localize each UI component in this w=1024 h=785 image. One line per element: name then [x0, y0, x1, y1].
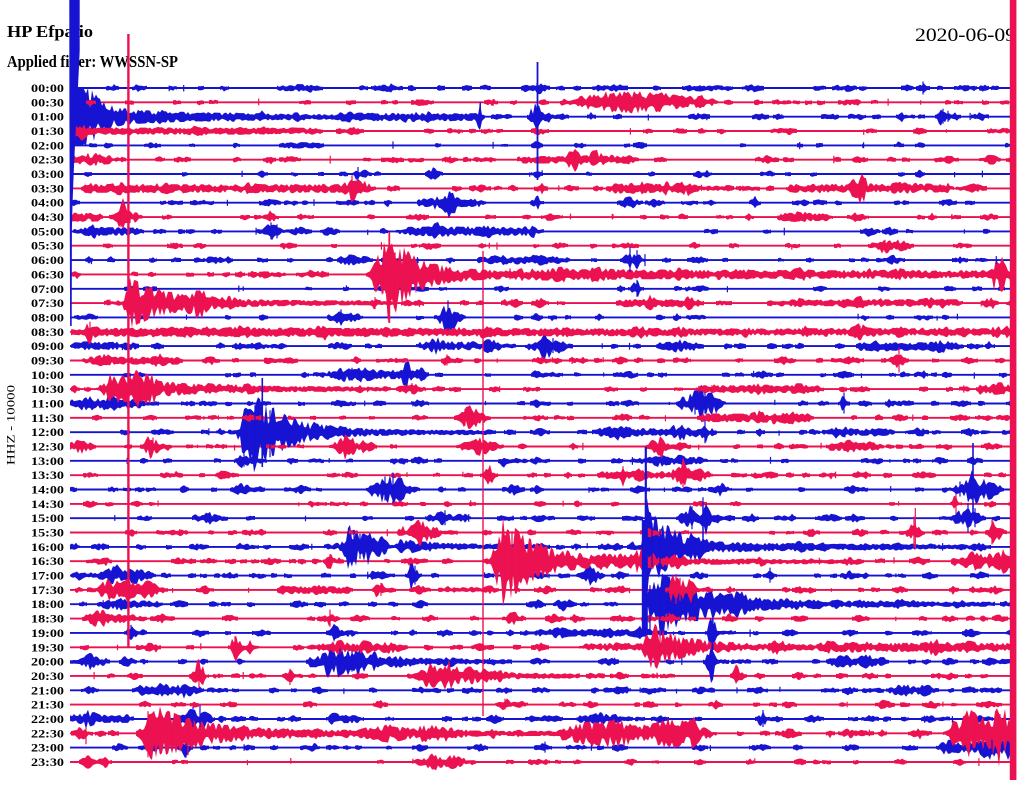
svg-text:19:30: 19:30: [31, 640, 64, 654]
svg-text:12:00: 12:00: [31, 425, 64, 439]
svg-text:10:30: 10:30: [31, 382, 64, 396]
svg-text:14:30: 14:30: [31, 497, 64, 511]
svg-text:HHZ - 10000: HHZ - 10000: [6, 385, 18, 465]
svg-text:02:30: 02:30: [31, 153, 64, 167]
svg-text:08:00: 08:00: [31, 310, 64, 324]
svg-text:15:30: 15:30: [31, 526, 64, 540]
svg-text:01:30: 01:30: [31, 124, 64, 138]
svg-text:17:00: 17:00: [31, 569, 64, 583]
svg-text:00:30: 00:30: [31, 95, 64, 109]
svg-text:01:00: 01:00: [31, 110, 64, 124]
svg-text:HP Efpalio: HP Efpalio: [7, 22, 93, 41]
svg-text:02:00: 02:00: [31, 138, 64, 152]
svg-text:05:00: 05:00: [31, 224, 64, 238]
svg-text:20:30: 20:30: [31, 669, 64, 683]
svg-text:04:30: 04:30: [31, 210, 64, 224]
svg-text:18:30: 18:30: [31, 612, 64, 626]
svg-text:19:00: 19:00: [31, 626, 64, 640]
svg-text:08:30: 08:30: [31, 325, 64, 339]
svg-text:03:00: 03:00: [31, 167, 64, 181]
svg-text:10:00: 10:00: [31, 368, 64, 382]
svg-text:23:00: 23:00: [31, 741, 64, 755]
svg-text:21:00: 21:00: [31, 683, 64, 697]
svg-text:07:30: 07:30: [31, 296, 64, 310]
svg-text:00:00: 00:00: [31, 81, 64, 95]
svg-text:11:00: 11:00: [31, 397, 64, 411]
svg-text:23:30: 23:30: [31, 755, 64, 769]
svg-text:07:00: 07:00: [31, 282, 64, 296]
svg-text:21:30: 21:30: [31, 698, 64, 712]
svg-text:06:00: 06:00: [31, 253, 64, 267]
svg-text:18:00: 18:00: [31, 597, 64, 611]
svg-text:20:00: 20:00: [31, 655, 64, 669]
svg-text:22:00: 22:00: [31, 712, 64, 726]
svg-text:05:30: 05:30: [31, 239, 64, 253]
svg-text:09:30: 09:30: [31, 354, 64, 368]
svg-text:14:00: 14:00: [31, 483, 64, 497]
svg-text:09:00: 09:00: [31, 339, 64, 353]
svg-text:15:00: 15:00: [31, 511, 64, 525]
svg-text:Applied filter: WWSSN-SP: Applied filter: WWSSN-SP: [7, 52, 178, 71]
svg-text:2020-06-09: 2020-06-09: [915, 25, 1016, 46]
svg-text:22:30: 22:30: [31, 726, 64, 740]
svg-text:04:00: 04:00: [31, 196, 64, 210]
svg-text:17:30: 17:30: [31, 583, 64, 597]
svg-text:06:30: 06:30: [31, 267, 64, 281]
svg-text:03:30: 03:30: [31, 181, 64, 195]
svg-text:12:30: 12:30: [31, 440, 64, 454]
svg-text:16:30: 16:30: [31, 554, 64, 568]
svg-text:13:00: 13:00: [31, 454, 64, 468]
svg-text:11:30: 11:30: [31, 411, 64, 425]
svg-text:16:00: 16:00: [31, 540, 64, 554]
svg-text:13:30: 13:30: [31, 468, 64, 482]
